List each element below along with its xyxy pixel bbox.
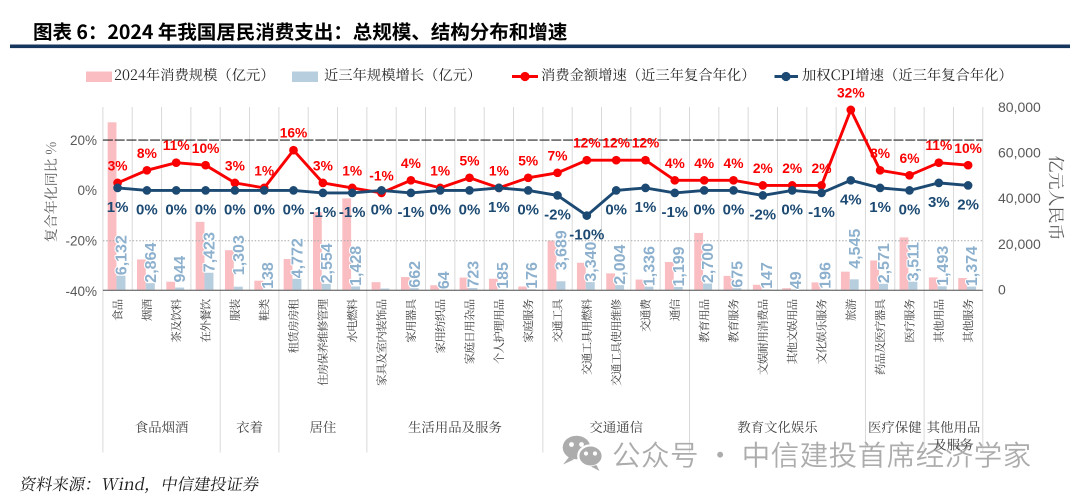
svg-text:6,132: 6,132 [114,235,131,275]
svg-text:2%: 2% [812,161,832,176]
svg-text:7%: 7% [548,148,568,163]
svg-text:10%: 10% [192,141,220,156]
svg-text:8%: 8% [137,146,157,161]
svg-text:2,554: 2,554 [319,243,336,283]
svg-text:1,303: 1,303 [231,235,248,275]
svg-text:4%: 4% [694,156,714,171]
svg-text:0%: 0% [605,201,627,218]
svg-text:3,689: 3,689 [554,230,571,270]
svg-text:1,428: 1,428 [348,246,365,286]
svg-text:5%: 5% [460,153,480,168]
svg-text:12%: 12% [632,136,660,151]
svg-text:1%: 1% [254,163,274,178]
svg-text:662: 662 [407,261,424,288]
svg-text:3,340: 3,340 [583,241,600,281]
svg-text:0%: 0% [283,201,305,218]
svg-text:0%: 0% [224,201,246,218]
svg-text:0%: 0% [77,183,97,198]
svg-text:0%: 0% [136,201,158,218]
svg-text:-1%: -1% [339,204,366,221]
svg-text:2,571: 2,571 [876,243,893,283]
svg-text:12%: 12% [573,136,601,151]
svg-text:1,336: 1,336 [642,246,659,286]
svg-text:5%: 5% [518,153,538,168]
svg-text:20,000: 20,000 [998,236,1041,252]
svg-text:3%: 3% [225,158,245,173]
svg-text:11%: 11% [163,138,190,153]
svg-text:0%: 0% [517,201,539,218]
svg-text:0%: 0% [371,201,393,218]
svg-text:16%: 16% [280,126,308,141]
svg-text:0%: 0% [899,201,921,218]
svg-text:1%: 1% [869,199,891,216]
svg-text:-10%: -10% [569,227,604,244]
svg-text:20%: 20% [70,133,97,148]
svg-text:-1%: -1% [369,168,394,183]
svg-text:196: 196 [818,262,835,289]
svg-text:2,700: 2,700 [700,243,717,283]
svg-text:0%: 0% [253,201,275,218]
svg-text:0: 0 [998,282,1006,298]
svg-text:0%: 0% [723,201,745,218]
svg-text:-2%: -2% [544,206,571,223]
svg-text:185: 185 [495,262,512,289]
svg-text:4,545: 4,545 [847,229,864,269]
svg-text:-20%: -20% [65,234,97,249]
svg-text:3%: 3% [313,158,333,173]
svg-text:0%: 0% [429,201,451,218]
svg-text:-1%: -1% [661,204,688,221]
svg-text:0%: 0% [693,201,715,218]
svg-text:2%: 2% [753,161,773,176]
svg-text:3%: 3% [108,158,128,173]
svg-text:6%: 6% [900,151,920,166]
svg-text:4%: 4% [401,156,421,171]
svg-text:944: 944 [172,256,189,283]
svg-text:12%: 12% [602,136,630,151]
svg-text:0%: 0% [781,201,803,218]
svg-text:-1%: -1% [310,204,337,221]
svg-text:-1%: -1% [808,204,835,221]
svg-text:138: 138 [260,262,277,289]
svg-text:40,000: 40,000 [998,190,1041,206]
svg-text:3%: 3% [928,194,950,211]
svg-text:32%: 32% [837,85,865,100]
svg-text:0%: 0% [195,201,217,218]
svg-text:11%: 11% [925,138,952,153]
svg-text:2%: 2% [957,196,979,213]
svg-text:4%: 4% [840,191,862,208]
svg-text:-2%: -2% [749,206,776,223]
svg-text:1%: 1% [488,199,510,216]
svg-text:80,000: 80,000 [998,99,1041,115]
svg-text:0%: 0% [165,201,187,218]
svg-text:1%: 1% [489,163,509,178]
svg-text:0%: 0% [459,201,481,218]
svg-text:1,199: 1,199 [671,246,688,286]
svg-text:4%: 4% [665,156,685,171]
svg-text:2,004: 2,004 [612,244,629,284]
svg-text:147: 147 [759,262,776,289]
svg-text:1%: 1% [430,163,450,178]
svg-text:675: 675 [730,261,747,288]
svg-text:2,864: 2,864 [143,243,160,283]
svg-text:723: 723 [466,261,483,288]
svg-text:64: 64 [436,271,453,289]
svg-text:1%: 1% [635,199,657,216]
svg-text:1,374: 1,374 [964,246,981,286]
svg-text:10%: 10% [954,141,982,156]
svg-text:2%: 2% [782,161,802,176]
svg-text:49: 49 [788,271,805,289]
svg-text:1%: 1% [342,163,362,178]
svg-text:4%: 4% [724,156,744,171]
svg-text:60,000: 60,000 [998,145,1041,161]
svg-text:7,423: 7,423 [202,232,219,272]
svg-text:4,772: 4,772 [290,238,307,278]
svg-text:1%: 1% [107,199,129,216]
svg-text:3,511: 3,511 [906,242,923,281]
svg-text:-1%: -1% [398,204,425,221]
svg-text:-40%: -40% [65,284,97,299]
svg-text:1,493: 1,493 [935,246,952,286]
svg-text:176: 176 [524,262,541,289]
svg-text:8%: 8% [870,146,890,161]
